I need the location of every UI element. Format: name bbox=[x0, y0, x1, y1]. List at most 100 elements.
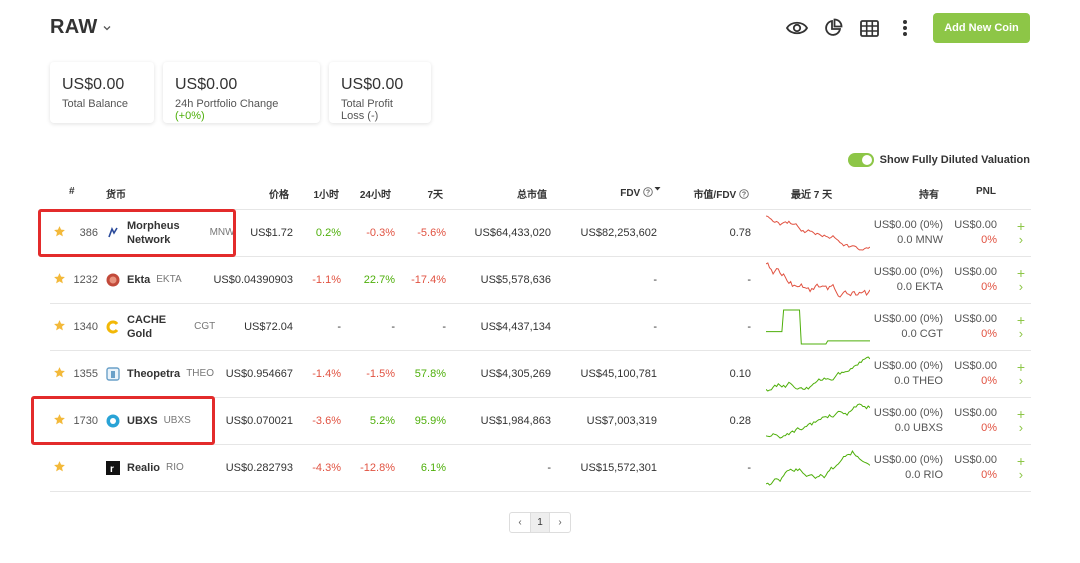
prev-page-button[interactable]: ‹ bbox=[518, 517, 522, 528]
col-price[interactable]: 价格 bbox=[269, 190, 289, 201]
coin-rank: 1340 bbox=[73, 321, 98, 333]
coin-name: Ekta bbox=[127, 274, 151, 286]
star-icon[interactable] bbox=[53, 460, 66, 476]
holdings-value: US$0.00 (0%) bbox=[873, 219, 943, 231]
row-actions: + › bbox=[1017, 407, 1025, 435]
coin-name-link[interactable]: Theopetra THEO bbox=[127, 367, 214, 381]
chevron-right-icon[interactable]: › bbox=[1018, 420, 1024, 435]
page-1-button[interactable]: 1 bbox=[530, 513, 550, 532]
coin-symbol: CGT bbox=[194, 321, 216, 332]
coin-name-link[interactable]: UBXS UBXS bbox=[127, 414, 191, 428]
change-24h: -0.3% bbox=[366, 227, 395, 239]
pnl-value: US$0.00 bbox=[954, 266, 997, 278]
card-label: 24h Portfolio Change (+0%) bbox=[175, 98, 308, 122]
row-actions: + › bbox=[1017, 313, 1025, 341]
holdings: US$0.00 (0%) 0.0 RIO bbox=[874, 453, 943, 483]
pnl-percent: 0% bbox=[981, 281, 997, 293]
pnl: US$0.00 0% bbox=[954, 265, 997, 295]
holdings-amount: 0.0 UBXS bbox=[894, 422, 943, 434]
add-transaction-icon[interactable]: + bbox=[1016, 312, 1025, 328]
fdv-value: - bbox=[653, 274, 657, 286]
col-1h[interactable]: 1小时 bbox=[313, 190, 339, 201]
eye-icon[interactable] bbox=[785, 16, 809, 40]
table-row[interactable]: 1340 CACHE Gold CGT US$72.04 - - - US$4,… bbox=[50, 304, 1031, 351]
chevron-right-icon[interactable]: › bbox=[1018, 373, 1024, 388]
chevron-right-icon[interactable]: › bbox=[1018, 232, 1024, 247]
grid-table-icon[interactable] bbox=[857, 16, 881, 40]
sparkline-7d bbox=[766, 307, 870, 347]
coin-table: # 货币 价格 1小时 24小时 7天 总市值 FDV ? 市值/FDV ? 最… bbox=[50, 176, 1031, 492]
col-coin[interactable]: 货币 bbox=[106, 190, 126, 201]
realio-icon: r bbox=[106, 461, 120, 475]
coin-name: Morpheus bbox=[127, 220, 180, 232]
market-cap: - bbox=[547, 462, 551, 474]
col-rank[interactable]: # bbox=[69, 186, 75, 197]
chevron-right-icon[interactable]: › bbox=[1018, 467, 1024, 482]
pnl: US$0.00 0% bbox=[954, 312, 997, 342]
market-cap: US$64,433,020 bbox=[474, 227, 551, 239]
fdv-value: US$45,100,781 bbox=[580, 368, 657, 380]
cache-gold-icon bbox=[106, 320, 120, 334]
add-transaction-icon[interactable]: + bbox=[1016, 453, 1025, 469]
coin-name-link[interactable]: Realio RIO bbox=[127, 461, 184, 475]
holdings-value: US$0.00 (0%) bbox=[873, 407, 943, 419]
col-holdings[interactable]: 持有 bbox=[919, 190, 939, 201]
pnl: US$0.00 0% bbox=[954, 406, 997, 436]
coin-rank: 1355 bbox=[73, 368, 98, 380]
pnl-percent: 0% bbox=[981, 328, 997, 340]
col-market-cap[interactable]: 总市值 bbox=[517, 190, 547, 201]
mcap-fdv-ratio: 0.28 bbox=[729, 415, 751, 427]
star-icon[interactable] bbox=[53, 413, 66, 429]
pnl: US$0.00 0% bbox=[954, 453, 997, 483]
table-row[interactable]: 386 Morpheus Network MNW US$1.72 0.2% -0… bbox=[50, 210, 1031, 257]
market-cap: US$5,578,636 bbox=[480, 274, 551, 286]
coin-name-link[interactable]: Morpheus Network MNW bbox=[127, 219, 235, 247]
sparkline-7d bbox=[765, 401, 871, 441]
star-icon[interactable] bbox=[53, 272, 66, 288]
add-new-coin-button[interactable]: Add New Coin bbox=[933, 13, 1030, 43]
pnl: US$0.00 0% bbox=[954, 359, 997, 389]
morpheus-network-icon bbox=[106, 226, 120, 240]
toolbar: Add New Coin bbox=[785, 13, 1030, 43]
mcap-fdv-ratio: - bbox=[747, 274, 751, 286]
mcap-fdv-ratio: - bbox=[747, 321, 751, 333]
coin-name-link[interactable]: Ekta EKTA bbox=[127, 273, 182, 287]
portfolio-title: RAW bbox=[50, 16, 98, 38]
add-transaction-icon[interactable]: + bbox=[1016, 265, 1025, 281]
star-icon[interactable] bbox=[53, 225, 66, 241]
portfolio-header[interactable]: RAW bbox=[50, 16, 112, 39]
pie-chart-icon[interactable] bbox=[821, 16, 845, 40]
chevron-right-icon[interactable]: › bbox=[1018, 279, 1024, 294]
coin-name-link[interactable]: CACHE Gold CGT bbox=[127, 313, 215, 341]
table-row[interactable]: 1355 Theopetra THEO US$0.954667 -1.4% -1… bbox=[50, 351, 1031, 398]
star-icon[interactable] bbox=[53, 366, 66, 382]
col-fdv[interactable]: FDV ? bbox=[620, 186, 661, 199]
col-mcap-fdv[interactable]: 市值/FDV ? bbox=[693, 186, 749, 201]
holdings-value: US$0.00 (0%) bbox=[873, 266, 943, 278]
col-7d[interactable]: 7天 bbox=[427, 190, 443, 201]
coin-rank: 386 bbox=[79, 227, 98, 239]
next-page-button[interactable]: › bbox=[558, 517, 562, 528]
chevron-down-icon[interactable] bbox=[102, 23, 112, 33]
change-percent: (+0%) bbox=[175, 110, 205, 122]
table-row[interactable]: r Realio RIO US$0.282793 -4.3% -12.8% 6.… bbox=[50, 445, 1031, 492]
col-24h[interactable]: 24小时 bbox=[359, 190, 391, 201]
star-icon[interactable] bbox=[53, 319, 66, 335]
add-transaction-icon[interactable]: + bbox=[1016, 406, 1025, 422]
col-pnl[interactable]: PNL bbox=[976, 186, 996, 197]
change-24h: -1.5% bbox=[366, 368, 395, 380]
fdv-value: US$15,572,301 bbox=[580, 462, 657, 474]
ekta-icon bbox=[106, 273, 120, 287]
fdv-toggle-switch[interactable] bbox=[847, 153, 874, 167]
help-circle-icon: ? bbox=[643, 187, 653, 197]
add-transaction-icon[interactable]: + bbox=[1016, 218, 1025, 234]
ubxs-icon bbox=[106, 414, 120, 428]
add-transaction-icon[interactable]: + bbox=[1016, 359, 1025, 375]
sparkline-7d bbox=[765, 354, 871, 394]
fdv-toggle-row: Show Fully Diluted Valuation bbox=[847, 153, 1030, 167]
mcap-fdv-ratio: 0.10 bbox=[729, 368, 751, 380]
more-vertical-icon[interactable] bbox=[893, 16, 917, 40]
table-row[interactable]: 1730 UBXS UBXS US$0.070021 -3.6% 5.2% 95… bbox=[50, 398, 1031, 445]
chevron-right-icon[interactable]: › bbox=[1018, 326, 1024, 341]
table-row[interactable]: 1232 Ekta EKTA US$0.04390903 -1.1% 22.7%… bbox=[50, 257, 1031, 304]
